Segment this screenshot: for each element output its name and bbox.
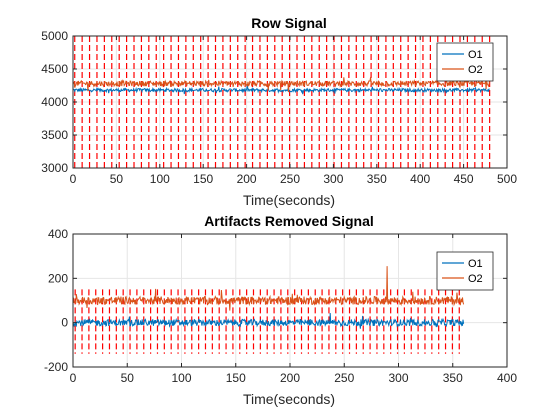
x-tick-label: 400 bbox=[497, 371, 517, 385]
x-axis-label: Time(seconds) bbox=[243, 391, 335, 407]
x-tick-label: 0 bbox=[70, 371, 77, 385]
subplot-row-signal: Row Signal 0 50 100 150 200 250 300 350 400 450 50… bbox=[41, 15, 517, 208]
y-tick-label: 3500 bbox=[41, 128, 68, 142]
artifact-markers bbox=[74, 36, 491, 168]
y-tick-label: 400 bbox=[48, 227, 68, 241]
x-tick-label: 0 bbox=[70, 172, 77, 186]
y-tick-label: 4500 bbox=[41, 62, 68, 76]
x-tick-label: 100 bbox=[150, 172, 170, 186]
x-tick-label: 150 bbox=[193, 172, 213, 186]
chart-title: Row Signal bbox=[251, 15, 326, 31]
x-tick-label: 500 bbox=[497, 172, 517, 186]
legend-label-o1: O1 bbox=[468, 258, 483, 270]
x-tick-label: 250 bbox=[280, 172, 300, 186]
x-tick-label: 300 bbox=[388, 371, 408, 385]
x-tick-label: 200 bbox=[237, 172, 257, 186]
x-tick-label: 50 bbox=[121, 371, 135, 385]
legend-box bbox=[436, 251, 494, 291]
x-tick-label: 50 bbox=[110, 172, 124, 186]
tick-labels: 0 50 100 150 200 250 300 350 400 450 500 3000 3500 40… bbox=[41, 29, 517, 186]
y-tick-label: 0 bbox=[61, 316, 68, 330]
legend-label-o1: O1 bbox=[468, 49, 483, 61]
legend-label-o2: O2 bbox=[468, 64, 483, 76]
legend-label-o2: O2 bbox=[468, 273, 483, 285]
y-tick-label: 3000 bbox=[41, 161, 68, 175]
x-tick-label: 350 bbox=[367, 172, 387, 186]
series-line-spike bbox=[386, 266, 389, 300]
y-tick-label: -200 bbox=[44, 360, 68, 374]
x-tick-label: 400 bbox=[410, 172, 430, 186]
chart-title: Artifacts Removed Signal bbox=[204, 213, 374, 229]
legend-box bbox=[436, 42, 494, 82]
x-tick-label: 100 bbox=[171, 371, 191, 385]
x-tick-label: 150 bbox=[226, 371, 246, 385]
x-tick-label: 250 bbox=[334, 371, 354, 385]
y-tick-label: 200 bbox=[48, 271, 68, 285]
series-lines bbox=[72, 76, 491, 95]
x-axis-label: Time(seconds) bbox=[243, 192, 335, 208]
y-tick-label: 4000 bbox=[41, 95, 68, 109]
series-line-o2 bbox=[72, 288, 465, 311]
series-lines bbox=[72, 266, 465, 329]
x-tick-label: 350 bbox=[443, 371, 463, 385]
subplot-artifacts-removed: Artifacts Removed Signal 0 50 100 150 200 250… bbox=[44, 213, 517, 407]
series-line-o2 bbox=[72, 76, 491, 93]
x-tick-label: 450 bbox=[454, 172, 474, 186]
x-tick-label: 200 bbox=[280, 371, 300, 385]
series-line-o1 bbox=[72, 312, 465, 329]
y-tick-label: 5000 bbox=[41, 29, 68, 43]
series-line-o1 bbox=[72, 84, 490, 95]
x-tick-label: 300 bbox=[323, 172, 343, 186]
